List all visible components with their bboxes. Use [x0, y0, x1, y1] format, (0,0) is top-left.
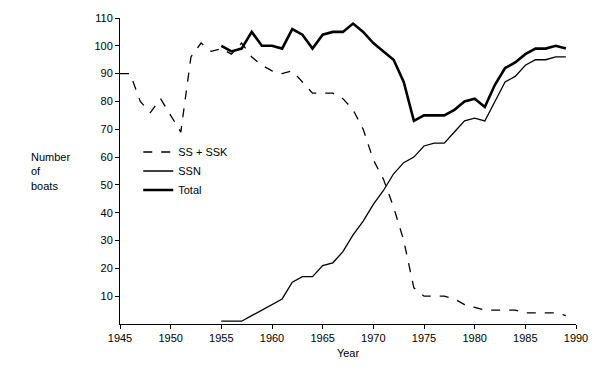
svg-text:1985: 1985: [513, 332, 537, 344]
svg-text:1980: 1980: [462, 332, 486, 344]
svg-text:SS + SSK: SS + SSK: [178, 146, 228, 158]
svg-text:Year: Year: [337, 347, 360, 359]
svg-text:110: 110: [95, 12, 113, 24]
svg-text:1945: 1945: [108, 332, 132, 344]
svg-text:100: 100: [94, 40, 112, 52]
svg-text:20: 20: [101, 262, 113, 274]
svg-text:10: 10: [101, 290, 113, 302]
svg-text:1955: 1955: [209, 332, 233, 344]
svg-text:50: 50: [101, 179, 113, 191]
svg-text:1960: 1960: [260, 332, 284, 344]
svg-text:1965: 1965: [310, 332, 334, 344]
svg-text:40: 40: [101, 207, 113, 219]
svg-text:1950: 1950: [158, 332, 182, 344]
svg-text:80: 80: [101, 95, 113, 107]
svg-text:1975: 1975: [412, 332, 436, 344]
svg-text:1970: 1970: [361, 332, 385, 344]
svg-text:70: 70: [101, 123, 113, 135]
svg-text:SSN: SSN: [178, 165, 201, 177]
svg-text:30: 30: [101, 234, 113, 246]
svg-text:60: 60: [101, 151, 113, 163]
svg-text:Numberofboats: Numberofboats: [31, 151, 70, 192]
svg-text:Total: Total: [178, 184, 201, 196]
svg-text:90: 90: [101, 67, 113, 79]
svg-text:1990: 1990: [564, 332, 588, 344]
